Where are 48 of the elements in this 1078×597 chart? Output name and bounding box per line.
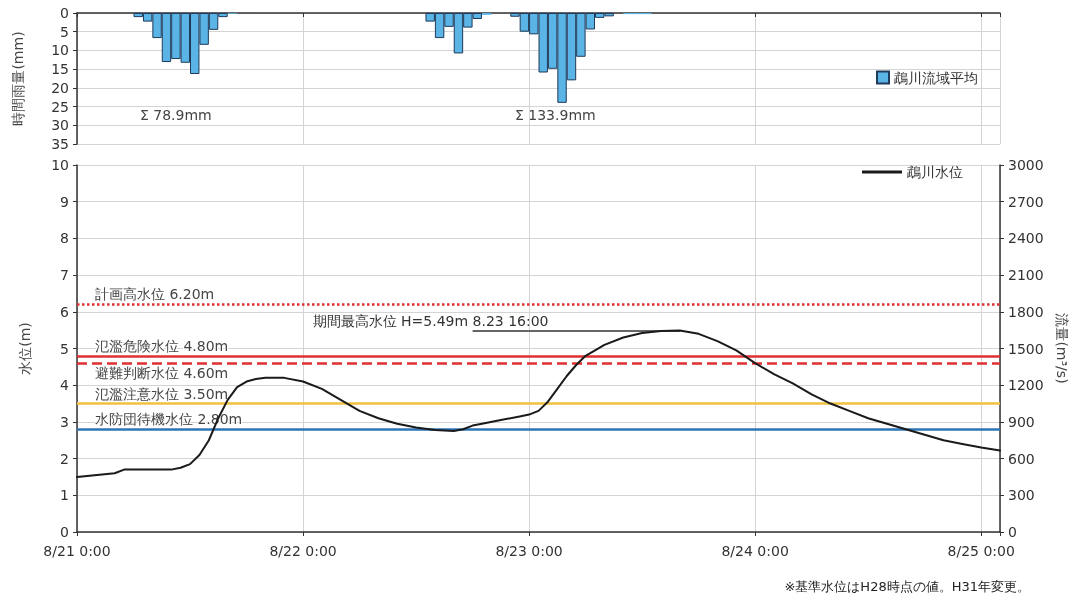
y-tick-label: 35 (51, 136, 69, 152)
y2-tick-label: 1200 (1008, 377, 1044, 394)
x-tick-label: 8/25 0:00 (947, 543, 1015, 559)
x-tick-label: 8/21 0:00 (43, 543, 111, 559)
y-tick-label: 25 (51, 98, 69, 115)
y-tick-label: 9 (60, 193, 69, 210)
y-tick-label: 4 (60, 377, 70, 394)
y2-axis-title: 流量(m³/s) (1053, 313, 1070, 384)
ref-line-label: 氾濫注意水位 3.50m (95, 385, 229, 402)
y2-tick-label: 2700 (1008, 193, 1044, 210)
y-tick-label: 3 (60, 413, 69, 430)
legend-label: 鵡川水位 (907, 164, 963, 180)
x-tick-label: 8/24 0:00 (721, 543, 789, 559)
y-tick-label: 0 (60, 5, 69, 21)
y-tick-label: 0 (60, 524, 69, 540)
x-tick-label: 8/23 0:00 (495, 543, 563, 559)
y-tick-label: 20 (51, 79, 69, 96)
y-tick-label: 2 (60, 450, 69, 467)
y-tick-label: 6 (60, 303, 70, 320)
y2-tick-label: 2100 (1008, 267, 1044, 284)
y-tick-label: 8 (60, 230, 69, 247)
y2-tick-label: 0 (1008, 524, 1017, 540)
y2-tick-label: 1500 (1008, 340, 1044, 357)
y2-tick-label: 3000 (1008, 157, 1044, 173)
y-tick-label: 30 (51, 117, 69, 134)
y2-tick-label: 2400 (1008, 230, 1044, 247)
y2-tick-label: 300 (1008, 487, 1035, 504)
x-tick-label: 8/22 0:00 (269, 543, 337, 559)
y-axis-title: 時間雨量(mm) (10, 31, 26, 126)
ref-line-label: 氾濫危険水位 4.80m (95, 337, 229, 354)
annotation: 期間最高水位 H=5.49m 8.23 16:00 (312, 312, 549, 329)
y-tick-label: 15 (51, 61, 69, 78)
y-tick-label: 10 (51, 42, 69, 59)
y-tick-label: 1 (60, 487, 69, 504)
legend-label: 鵡川流域平均 (894, 69, 978, 86)
y-axis-title: 水位(m) (17, 322, 33, 375)
annotation: Σ 133.9mm (515, 107, 596, 123)
y2-tick-label: 600 (1008, 450, 1035, 467)
ref-line-label: 計画高水位 6.20m (95, 286, 215, 303)
y-tick-label: 7 (60, 267, 69, 284)
y2-tick-label: 1800 (1008, 303, 1044, 320)
annotation: Σ 78.9mm (140, 107, 212, 123)
y-tick-label: 5 (60, 23, 69, 40)
y-tick-label: 10 (51, 157, 69, 173)
y-tick-label: 5 (60, 340, 69, 357)
y2-tick-label: 900 (1008, 413, 1035, 430)
ref-line-label: 避難判断水位 4.60m (95, 365, 229, 382)
text: ※基準水位はH28時点の値。H31年変更。 (784, 579, 1030, 594)
